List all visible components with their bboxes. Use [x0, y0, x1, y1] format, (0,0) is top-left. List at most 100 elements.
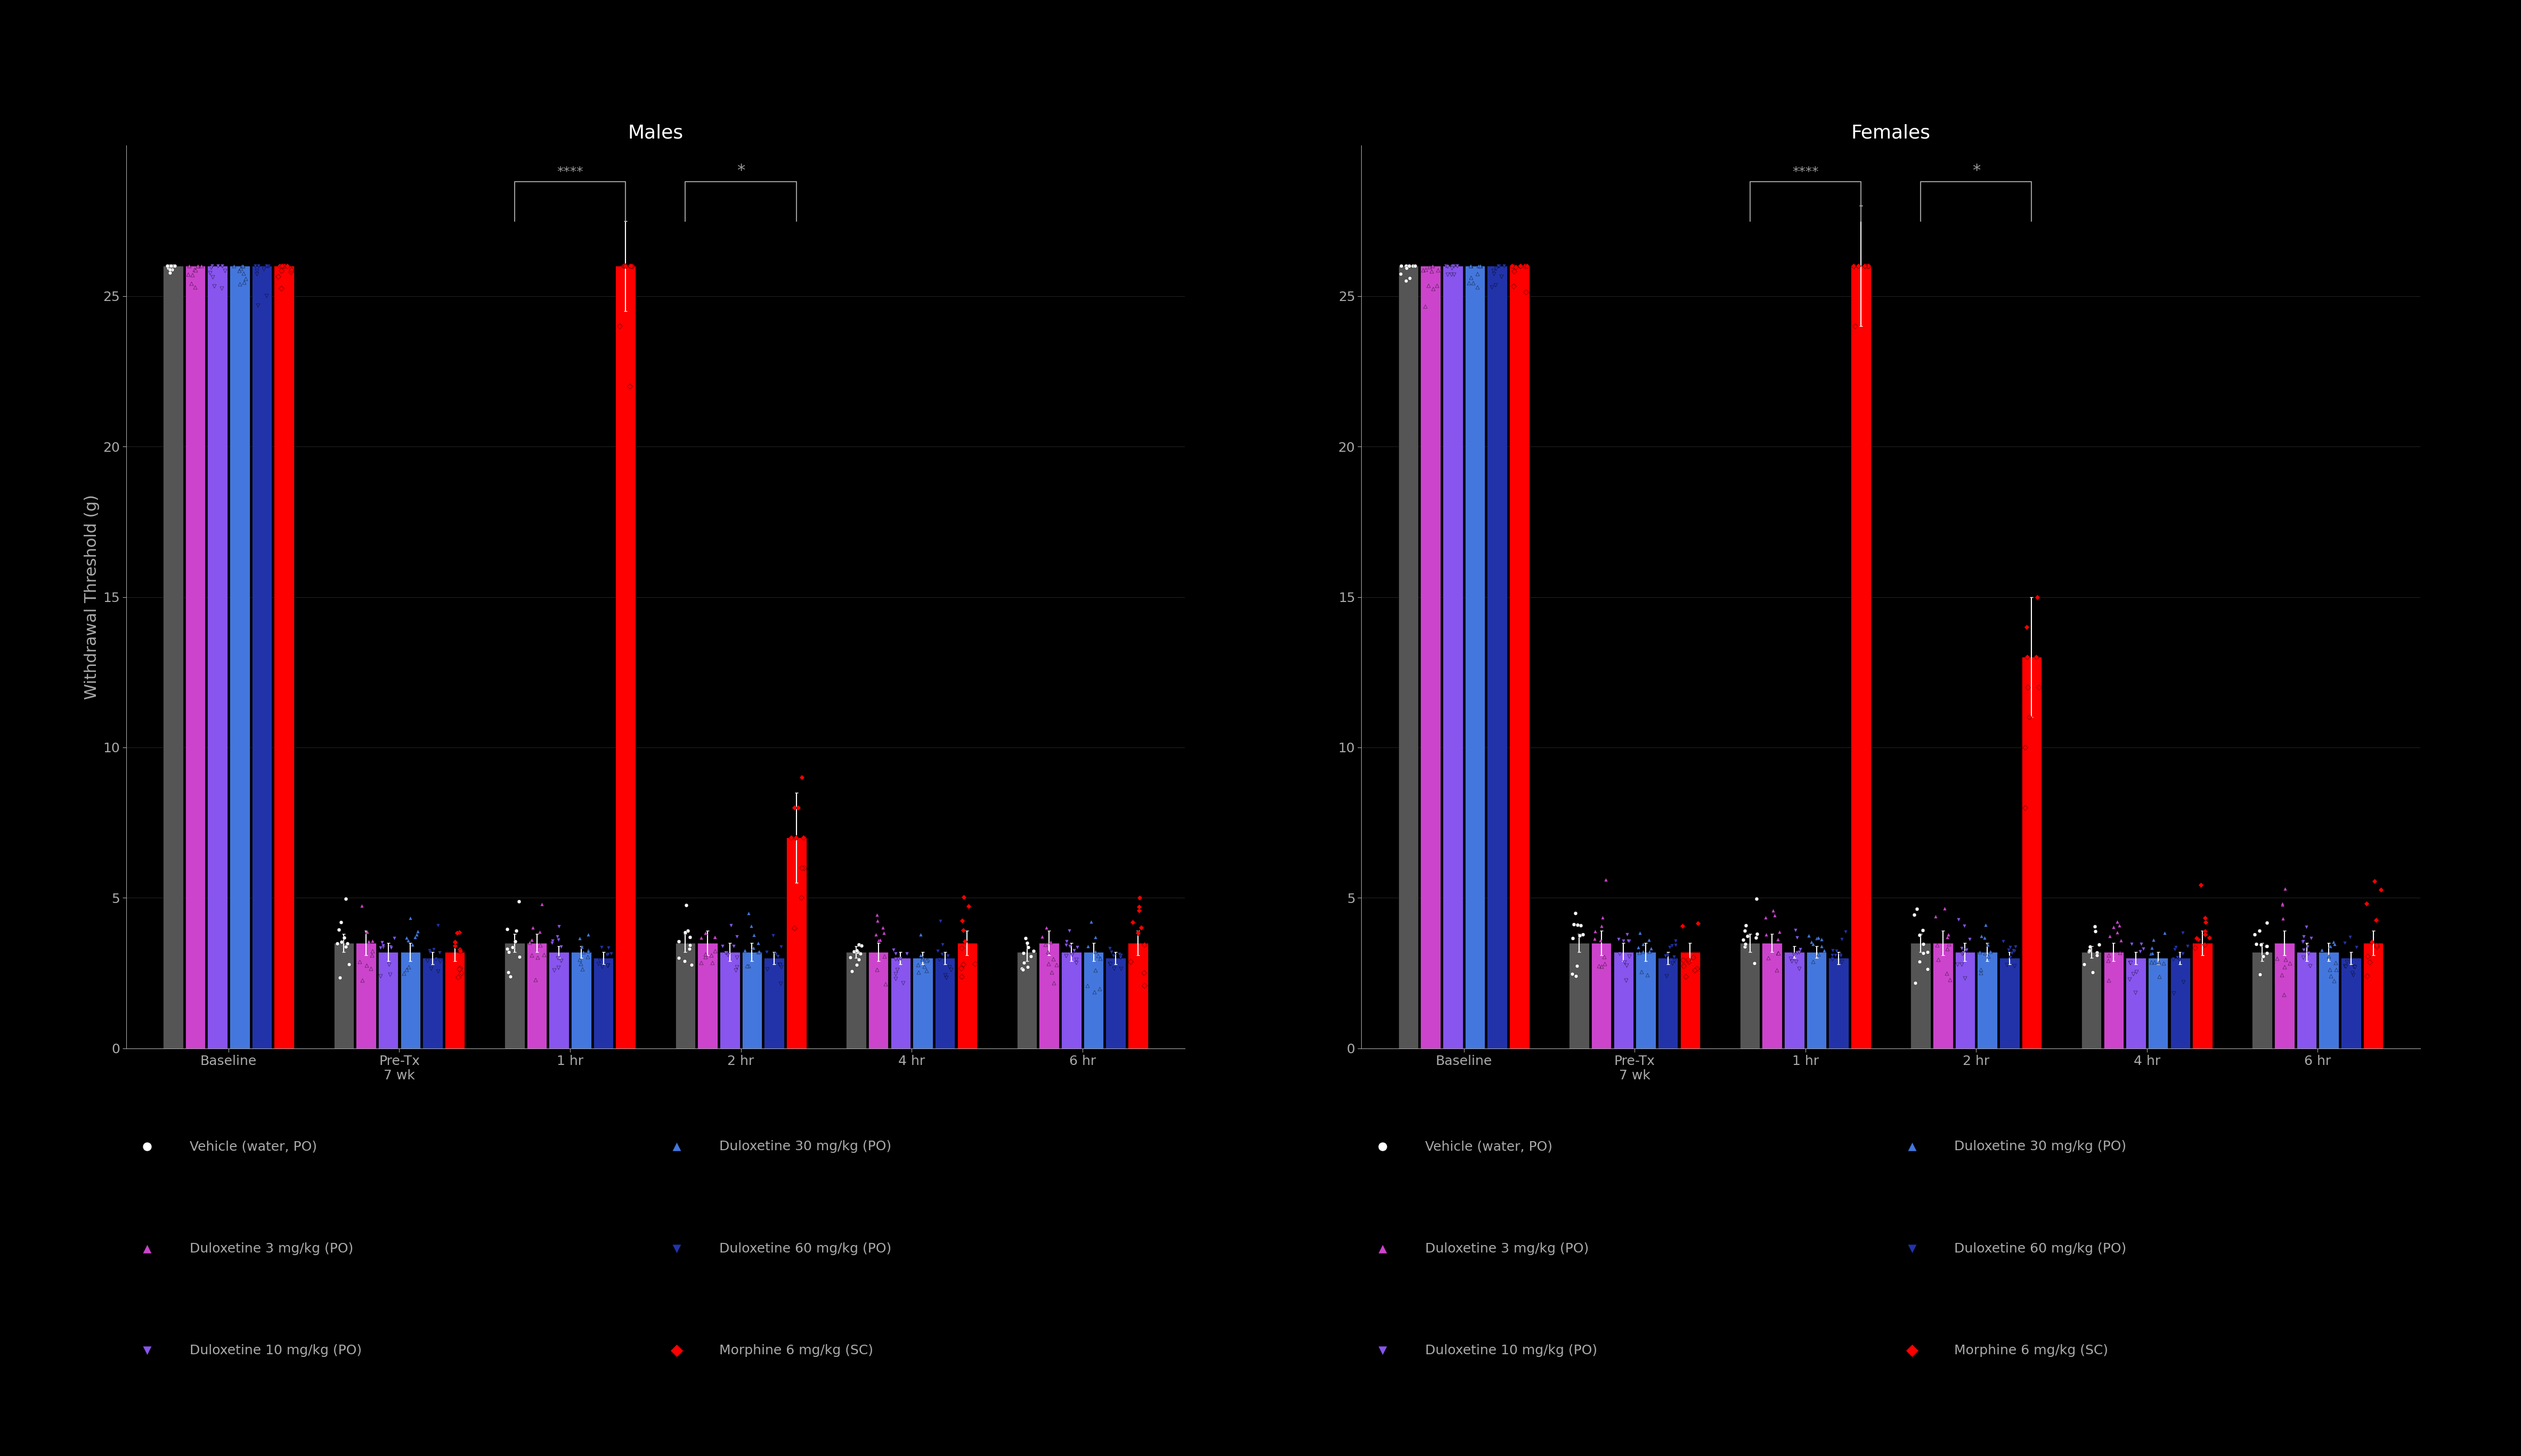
Title: Females: Females	[1850, 124, 1931, 141]
Point	[1792, 933, 1833, 957]
Point	[1606, 968, 1646, 992]
Point	[1500, 255, 1540, 278]
Point	[340, 951, 381, 974]
Bar	[1636, 952, 1656, 1048]
Point	[1941, 936, 1982, 960]
Point	[716, 955, 756, 978]
Point	[605, 255, 645, 278]
Point	[1926, 926, 1966, 949]
Point	[2329, 926, 2370, 949]
Point	[149, 255, 189, 278]
Point	[1586, 952, 1626, 976]
Point	[1760, 920, 1800, 943]
Point	[2239, 919, 2279, 942]
Point	[2264, 907, 2304, 930]
Point	[2080, 933, 2120, 957]
Point	[202, 255, 242, 278]
Point	[2287, 935, 2327, 958]
Point	[1434, 262, 1475, 285]
Point	[1013, 939, 1054, 962]
Point	[1387, 255, 1427, 278]
Point	[416, 948, 456, 971]
Bar	[1808, 952, 1825, 1048]
Point	[494, 930, 534, 954]
Point	[1757, 942, 1797, 965]
Point	[1389, 266, 1429, 290]
Point	[247, 255, 287, 278]
Point	[2100, 914, 2140, 938]
Point	[1618, 941, 1659, 964]
Point	[1450, 255, 1490, 278]
Point	[1982, 929, 2022, 952]
Point	[1661, 914, 1702, 938]
Bar	[424, 958, 444, 1048]
Point	[514, 968, 555, 992]
Point	[1966, 933, 2007, 957]
Point	[151, 255, 192, 278]
Point	[671, 954, 711, 977]
Point	[1676, 957, 1717, 980]
Point	[716, 925, 756, 948]
Point	[1747, 946, 1787, 970]
Point	[1450, 271, 1490, 294]
Point	[1926, 961, 1966, 984]
Point	[1008, 955, 1049, 978]
Point	[613, 255, 653, 278]
Point	[1387, 269, 1427, 293]
Point	[567, 938, 608, 961]
Point	[610, 255, 650, 278]
Point	[731, 914, 771, 938]
Point	[1069, 935, 1109, 958]
Point	[522, 893, 562, 916]
Title: Males: Males	[628, 124, 683, 141]
Bar	[2082, 952, 2103, 1048]
Point	[1450, 255, 1490, 278]
Point	[706, 941, 746, 964]
Point	[199, 255, 239, 278]
Point	[353, 939, 393, 962]
Point	[681, 926, 721, 949]
Point	[2004, 735, 2045, 759]
Point	[2314, 970, 2355, 993]
Point	[368, 952, 408, 976]
Point	[580, 949, 620, 973]
Point	[1102, 957, 1142, 980]
Bar	[207, 266, 227, 1048]
Point	[1003, 958, 1044, 981]
Point	[2155, 935, 2196, 958]
Point	[325, 887, 366, 910]
Point	[391, 906, 431, 929]
Text: ****: ****	[557, 166, 582, 179]
Point	[239, 255, 280, 278]
Point	[1669, 949, 1709, 973]
Point	[2123, 938, 2163, 961]
Point	[1477, 255, 1518, 278]
Point	[1666, 965, 1707, 989]
Point	[1003, 951, 1044, 974]
Point	[222, 255, 262, 278]
Bar	[401, 952, 421, 1048]
Point	[192, 256, 232, 280]
Bar	[275, 266, 295, 1048]
Point	[320, 910, 361, 933]
Point	[839, 942, 880, 965]
Point	[1987, 954, 2027, 977]
Point	[923, 933, 963, 957]
Bar	[527, 943, 547, 1048]
Point	[1049, 919, 1089, 942]
Point	[219, 272, 260, 296]
Point	[693, 926, 734, 949]
Point	[2350, 951, 2390, 974]
Point	[2309, 935, 2350, 958]
Point	[1119, 898, 1160, 922]
Point	[1838, 255, 1878, 278]
Point	[882, 971, 923, 994]
Point	[350, 957, 391, 980]
Point	[1969, 941, 2009, 964]
Point	[782, 766, 822, 789]
Point	[1056, 936, 1097, 960]
Point	[1119, 887, 1160, 910]
Point	[567, 939, 608, 962]
Point	[1006, 926, 1046, 949]
Point	[716, 958, 756, 981]
